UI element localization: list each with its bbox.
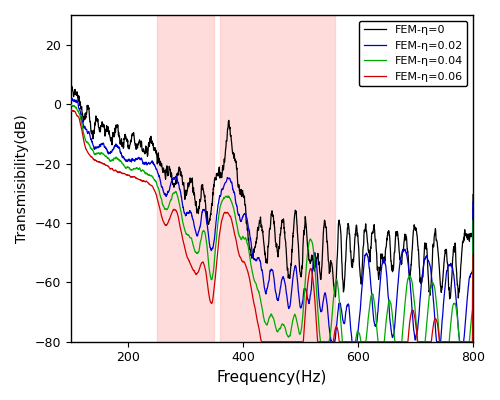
FEM-η=0 — [458, 255, 464, 260]
Bar — [220, 15, 335, 342]
FEM-η=0.04 — [68, 102, 74, 107]
FEM-η=0.02 — [264, 288, 270, 293]
FEM-η=0.02 — [68, 99, 74, 104]
FEM-η=0.02 — [328, 339, 334, 344]
FEM-η=0.02 — [458, 339, 464, 344]
Line: FEM-η=0.04: FEM-η=0.04 — [71, 104, 473, 342]
FEM-η=0.04 — [458, 339, 464, 344]
Y-axis label: Transmisibility(dB): Transmisibility(dB) — [15, 114, 29, 243]
FEM-η=0.06 — [252, 309, 258, 314]
FEM-η=0 — [253, 240, 259, 245]
FEM-η=0.06 — [258, 339, 264, 344]
FEM-η=0.04 — [252, 281, 258, 286]
FEM-η=0 — [384, 232, 390, 237]
FEM-η=0.02 — [88, 138, 94, 143]
FEM-η=0 — [88, 131, 94, 136]
FEM-η=0.02 — [458, 339, 464, 344]
FEM-η=0.02 — [69, 96, 75, 101]
X-axis label: Frequency(Hz): Frequency(Hz) — [216, 370, 327, 385]
FEM-η=0 — [68, 91, 74, 96]
FEM-η=0.04 — [264, 322, 270, 327]
FEM-η=0.06 — [88, 154, 94, 159]
FEM-η=0.02 — [470, 200, 476, 205]
FEM-η=0.06 — [68, 106, 74, 110]
FEM-η=0.06 — [470, 252, 476, 257]
FEM-η=0 — [470, 192, 476, 197]
Legend: FEM-η=0, FEM-η=0.02, FEM-η=0.04, FEM-η=0.06: FEM-η=0, FEM-η=0.02, FEM-η=0.04, FEM-η=0… — [359, 20, 468, 86]
FEM-η=0 — [458, 250, 464, 255]
FEM-η=0.06 — [458, 339, 464, 344]
FEM-η=0.04 — [384, 307, 390, 312]
FEM-η=0.06 — [384, 339, 390, 344]
FEM-η=0.06 — [458, 339, 464, 344]
Line: FEM-η=0.06: FEM-η=0.06 — [71, 108, 473, 342]
FEM-η=0.02 — [385, 290, 391, 295]
FEM-η=0.02 — [253, 258, 259, 263]
FEM-η=0 — [446, 296, 452, 301]
FEM-η=0.04 — [470, 218, 476, 223]
FEM-η=0.04 — [318, 339, 324, 344]
FEM-η=0 — [264, 257, 270, 262]
Line: FEM-η=0.02: FEM-η=0.02 — [71, 98, 473, 342]
FEM-η=0.04 — [458, 339, 464, 344]
FEM-η=0.04 — [88, 146, 94, 151]
FEM-η=0 — [68, 84, 74, 89]
Bar — [157, 15, 214, 342]
FEM-η=0.06 — [264, 339, 270, 344]
Line: FEM-η=0: FEM-η=0 — [71, 86, 473, 299]
